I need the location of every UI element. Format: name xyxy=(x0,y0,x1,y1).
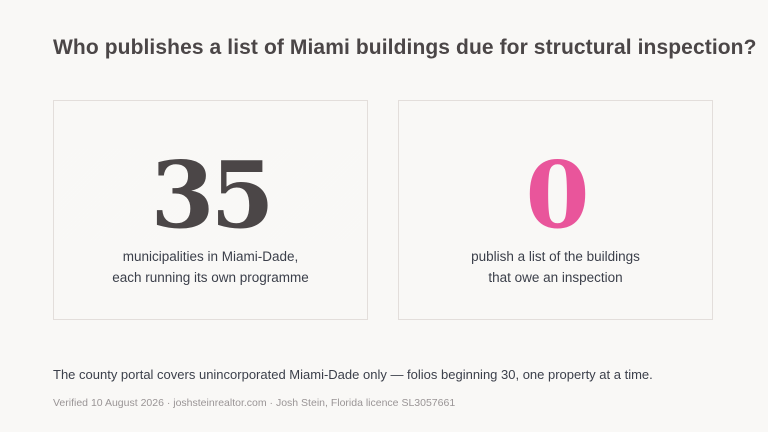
stat-caption-published-lists: publish a list of the buildings that owe… xyxy=(399,246,712,288)
page-title: Who publishes a list of Miami buildings … xyxy=(53,36,757,59)
stat-card-published-lists: 0 publish a list of the buildings that o… xyxy=(398,100,713,320)
stat-value-municipalities: 35 xyxy=(54,149,367,241)
stat-value-published-lists: 0 xyxy=(525,141,589,249)
stat-caption-line: that owe an inspection xyxy=(488,270,623,285)
stat-caption-municipalities: municipalities in Miami-Dade, each runni… xyxy=(54,246,367,288)
county-portal-note: The county portal covers unincorporated … xyxy=(53,367,653,382)
footer-credit: Verified 10 August 2026 · joshsteinrealt… xyxy=(53,397,456,409)
stat-caption-line: municipalities in Miami-Dade, xyxy=(122,249,299,264)
stat-caption-line: publish a list of the buildings xyxy=(471,249,640,264)
stat-caption-line: each running its own programme xyxy=(112,270,309,285)
stat-card-municipalities: 35 municipalities in Miami-Dade, each ru… xyxy=(53,100,368,320)
